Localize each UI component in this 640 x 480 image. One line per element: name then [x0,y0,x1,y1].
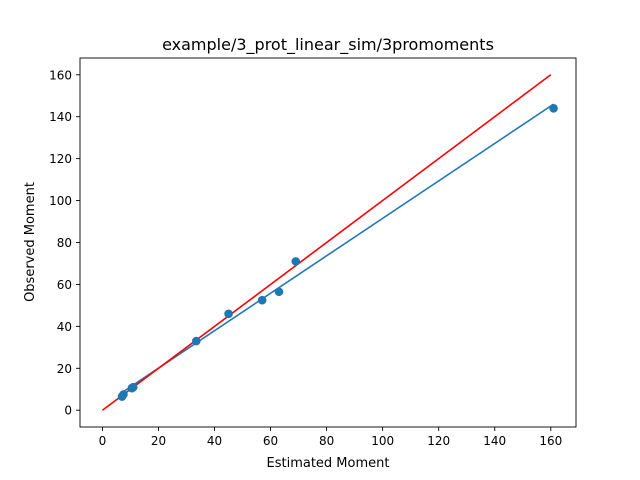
y-tick-label: 80 [57,236,72,250]
y-tick-label: 0 [64,404,72,418]
x-tick-label: 40 [207,434,222,448]
axes: 0 20 40 60 80 100 120 140 160 0 20 40 60 80 100 120 140 1… [49,57,577,448]
data-point [191,336,201,346]
y-tick-label: 160 [49,68,72,82]
y-tick-label: 140 [49,110,72,124]
data-point [274,287,284,297]
x-tick-label: 0 [99,434,107,448]
y-axis-label: Observed Moment [23,182,38,302]
x-tick-label: 80 [319,434,334,448]
data-point [119,390,128,399]
y-tick-label: 120 [49,152,72,166]
data-point [291,257,301,266]
chart-title: example/3_prot_linear_sim/3promoments [162,35,494,55]
plot-area [101,74,558,411]
data-point [128,382,138,392]
x-tick-label: 100 [371,434,394,448]
x-tick-label: 160 [539,434,562,448]
x-tick-label: 20 [151,434,166,448]
data-point [549,104,558,113]
y-tick-label: 60 [57,278,72,292]
data-point [224,309,233,319]
data-point [257,295,267,305]
fit-line [120,103,555,395]
y-tick-label: 20 [57,362,72,376]
x-tick-label: 120 [427,434,450,448]
x-tick-label: 60 [263,434,278,448]
identity-line [101,74,552,411]
x-axis-label: Estimated Moment [267,456,390,471]
x-tick-label: 140 [483,434,506,448]
y-tick-label: 100 [49,194,72,208]
y-tick-label: 40 [57,320,72,334]
